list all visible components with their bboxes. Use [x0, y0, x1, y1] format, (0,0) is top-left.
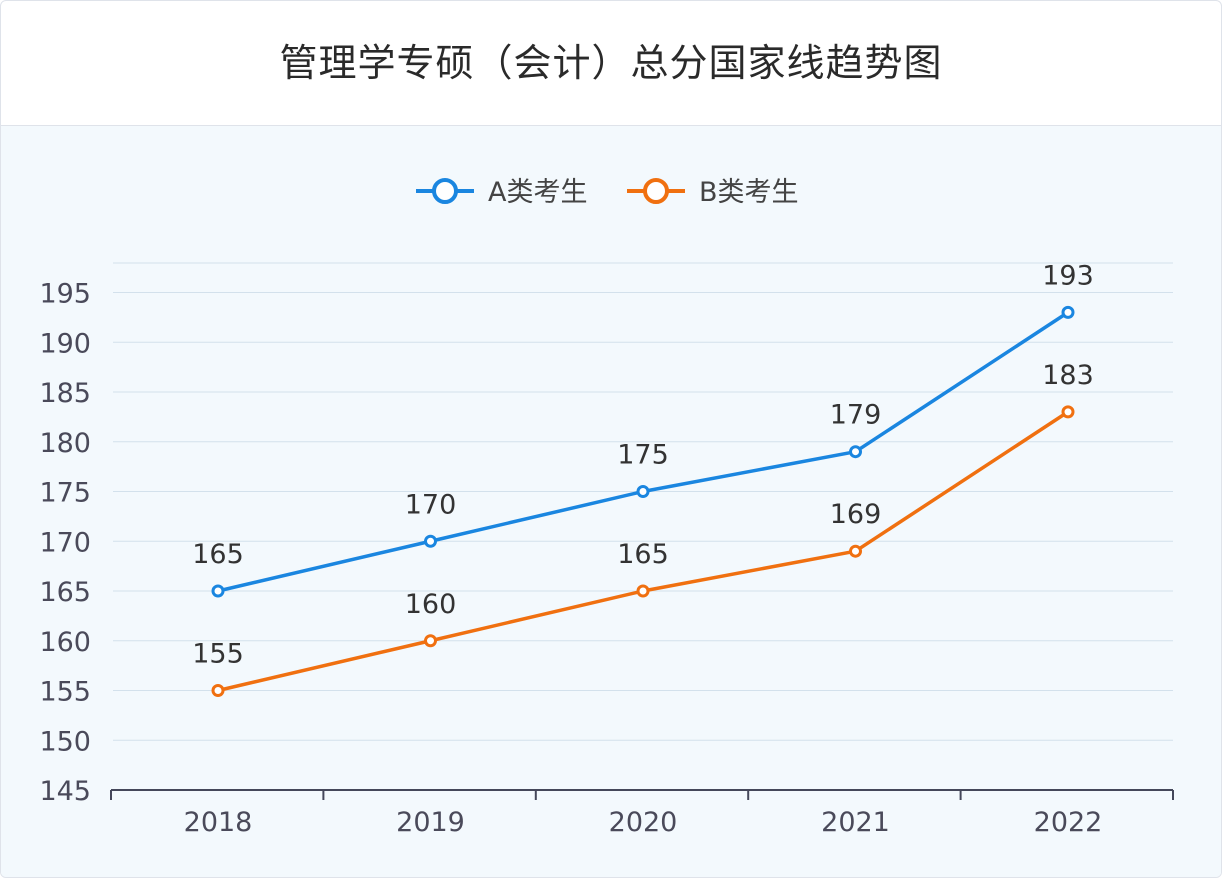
y-tick-label: 185 — [39, 378, 91, 409]
data-label: 193 — [1042, 260, 1094, 291]
legend-marker — [643, 178, 669, 204]
data-point — [849, 544, 862, 558]
data-label: 165 — [192, 539, 244, 570]
y-tick-label: 155 — [39, 677, 91, 708]
data-label: 160 — [405, 589, 457, 620]
y-tick-label: 180 — [39, 428, 91, 459]
y-tick-label: 145 — [39, 776, 91, 807]
data-point — [1061, 405, 1075, 419]
y-tick-label: 195 — [39, 279, 91, 310]
data-label: 165 — [617, 539, 669, 570]
y-tick-label: 170 — [39, 527, 91, 558]
x-tick-label: 2018 — [184, 807, 253, 838]
data-label: 175 — [617, 440, 669, 471]
data-point — [636, 485, 650, 498]
plot-area — [1, 126, 1221, 877]
data-label: 183 — [1042, 360, 1094, 391]
legend-label: A类考生 — [488, 177, 587, 208]
y-tick-label: 190 — [39, 328, 91, 359]
y-tick-label: 165 — [39, 577, 91, 608]
y-tick-label: 175 — [39, 478, 91, 509]
data-point — [1061, 305, 1075, 319]
data-label: 179 — [830, 400, 882, 431]
data-point — [636, 584, 650, 598]
data-point — [424, 634, 437, 648]
legend-label: B类考生 — [699, 177, 799, 208]
chart-title: 管理学专硕（会计）总分国家线趋势图 — [279, 40, 943, 85]
data-point — [849, 445, 862, 459]
x-tick-label: 2022 — [1034, 807, 1103, 838]
y-tick-label: 150 — [39, 726, 91, 757]
data-label: 155 — [192, 639, 244, 670]
data-point — [211, 584, 225, 598]
data-point — [211, 684, 225, 697]
data-label: 169 — [830, 499, 882, 530]
y-tick-label: 160 — [39, 627, 91, 658]
x-tick-label: 2020 — [609, 807, 678, 838]
title-bar: 管理学专硕（会计）总分国家线趋势图 — [1, 1, 1221, 126]
data-point — [424, 534, 437, 548]
x-tick-label: 2021 — [821, 807, 890, 838]
x-tick-label: 2019 — [396, 807, 465, 838]
legend-marker — [432, 178, 458, 204]
data-label: 170 — [405, 489, 457, 520]
